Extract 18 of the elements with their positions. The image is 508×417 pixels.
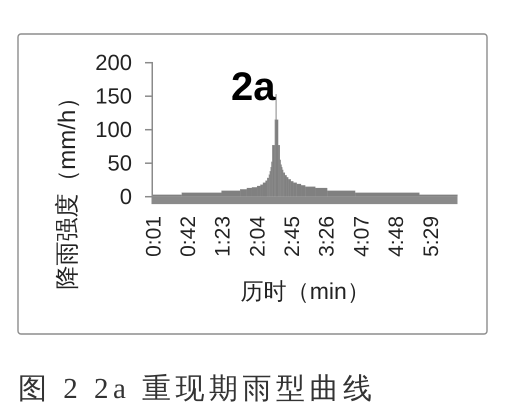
y-axis-title: 降雨强度（mm/h） — [54, 86, 80, 290]
x-tick-label: 5:29 — [420, 216, 443, 257]
x-tick-label: 2:45 — [281, 216, 304, 257]
x-tick-label: 0:01 — [142, 216, 166, 257]
y-tick-label: 100 — [95, 117, 132, 142]
x-tick-label: 1:23 — [212, 216, 235, 257]
y-tick-label: 150 — [95, 84, 132, 109]
caption: 图 2 2a 重现期雨型曲线 — [18, 373, 377, 405]
y-tick-label: 0 — [120, 184, 132, 210]
x-tick-label: 2:04 — [246, 216, 270, 257]
x-axis-title: 历时（min） — [240, 278, 370, 304]
y-tick-label: 200 — [95, 50, 132, 76]
chart-title: 2a — [231, 65, 276, 109]
y-tick-label: 50 — [108, 150, 132, 176]
x-tick-label: 3:26 — [316, 216, 339, 257]
x-tick-label: 4:07 — [350, 216, 374, 257]
x-tick-label: 4:48 — [385, 216, 408, 257]
x-tick-label: 0:42 — [177, 216, 200, 257]
